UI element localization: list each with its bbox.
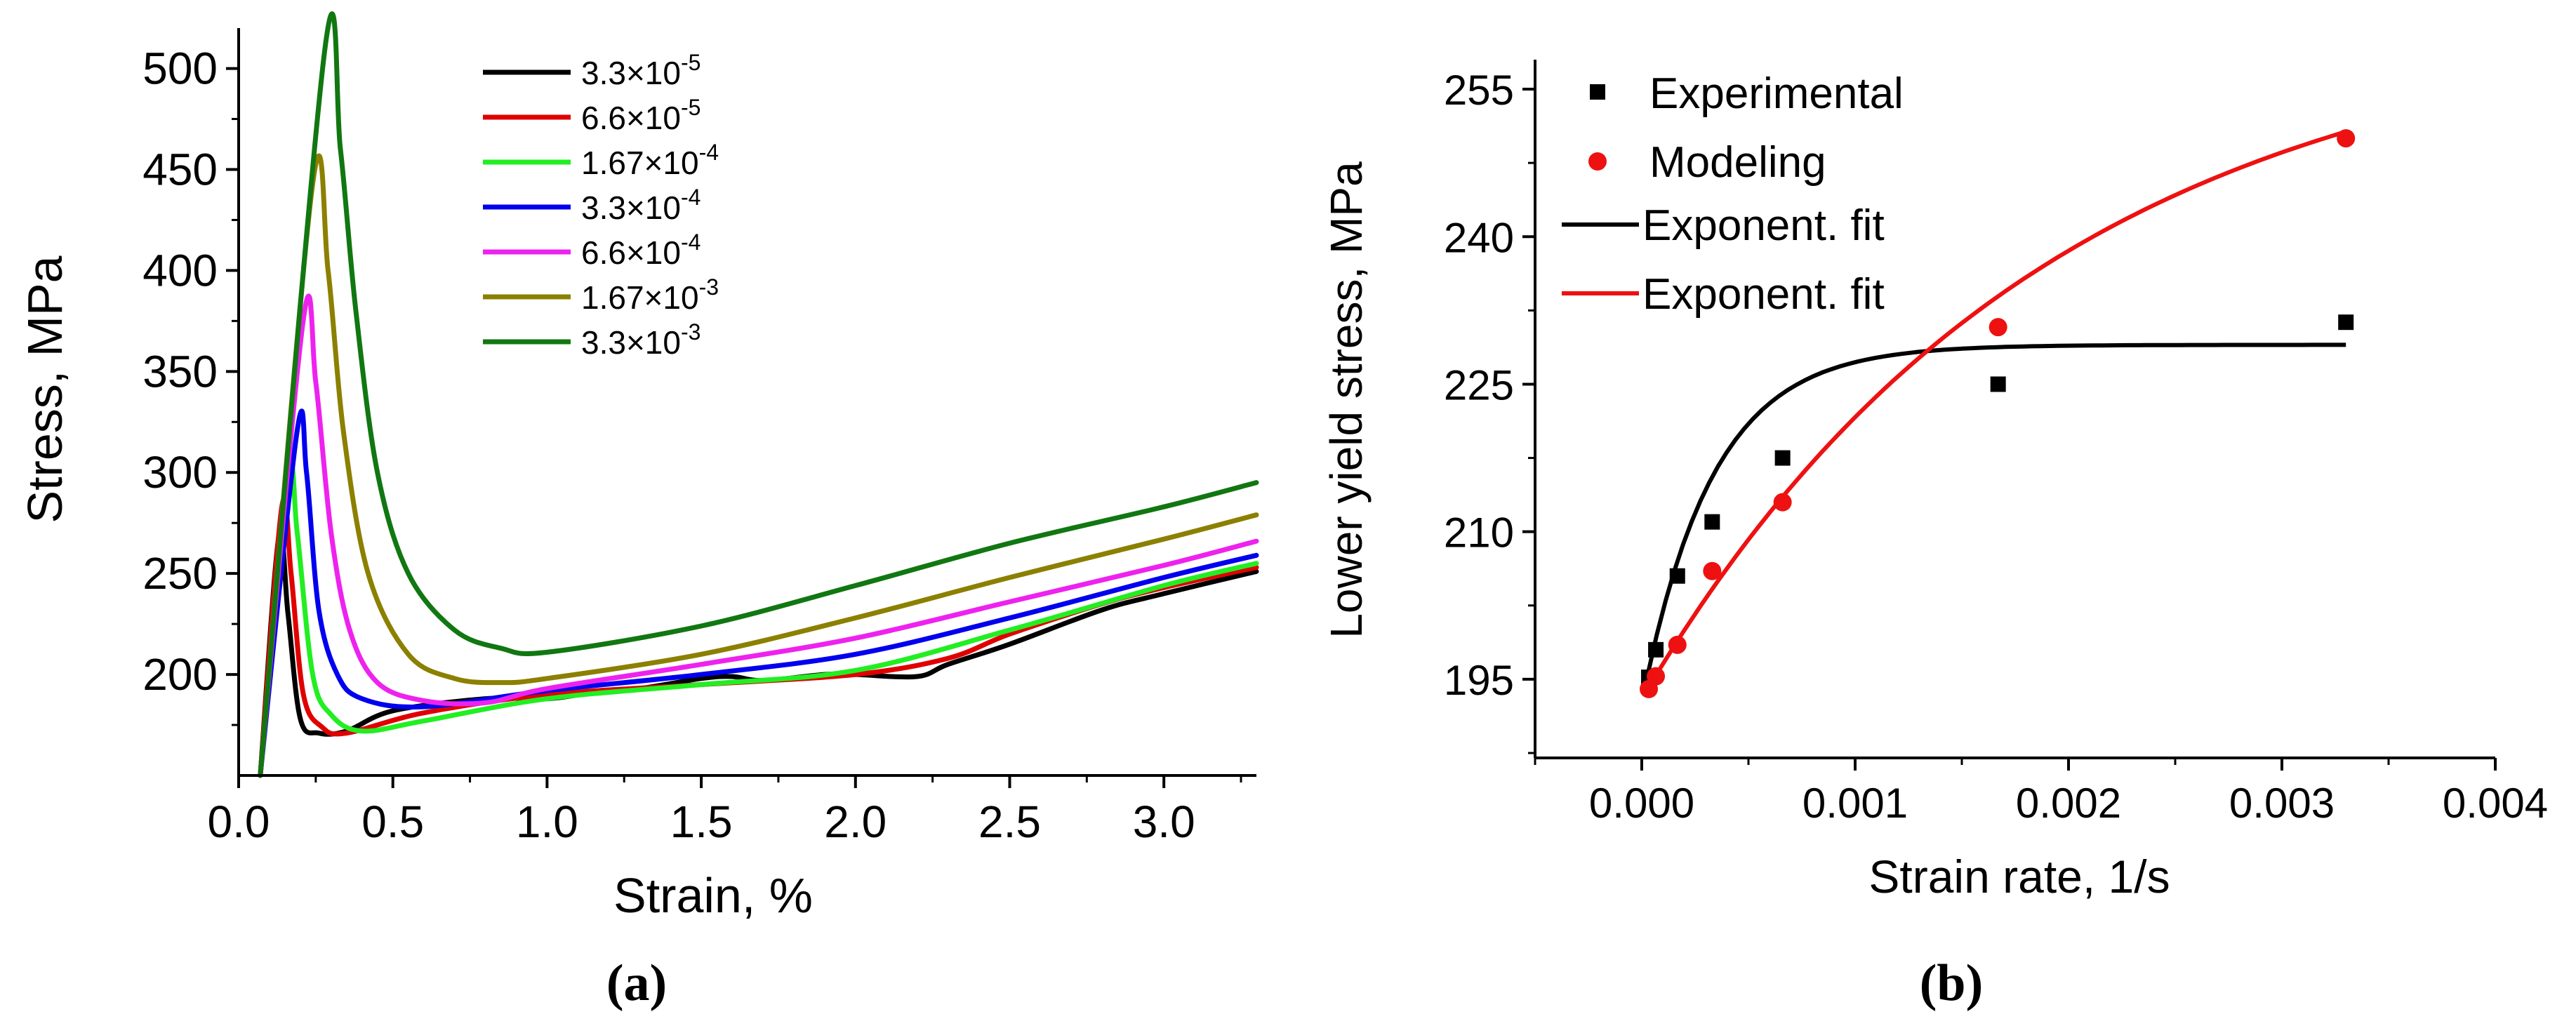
legend-symbol-circle xyxy=(1588,152,1607,171)
x-tick-label: 0.0 xyxy=(208,797,270,847)
series-line-4 xyxy=(258,293,1259,778)
y-tick-label: 450 xyxy=(142,144,218,194)
x-tick-label: 0.004 xyxy=(2443,780,2548,827)
panel-a-series-lines xyxy=(258,11,1259,778)
panel-b-series xyxy=(1640,129,2356,698)
legend-label-4: 6.6×10-4 xyxy=(581,229,701,271)
x-tick-label: 0.001 xyxy=(1802,780,1908,827)
panel-a-x-tick-labels: 0.0 0.5 1.0 1.5 2.0 2.5 3.0 xyxy=(208,797,1195,847)
series-line-5 xyxy=(258,153,1259,778)
y-tick-label: 350 xyxy=(142,346,218,397)
x-tick-label: 0.5 xyxy=(361,797,424,847)
modeling-point xyxy=(1668,635,1687,654)
panel-a-x-axis-label: Strain, % xyxy=(613,868,813,923)
panel-a-label: (a) xyxy=(606,954,667,1012)
legend-label-6: 3.3×10-3 xyxy=(581,319,701,361)
y-tick-label: 210 xyxy=(1444,509,1514,557)
y-tick-label: 500 xyxy=(142,44,218,94)
panel-a-y-axis-label: Stress, MPa xyxy=(18,255,72,523)
panel-b-axis-ticks xyxy=(1522,88,2497,771)
legend-label-2: Exponent. fit xyxy=(1642,201,1885,250)
panel-b-x-axis-label: Strain rate, 1/s xyxy=(1868,851,2170,902)
x-tick-label: 1.0 xyxy=(516,797,578,847)
experimental-point xyxy=(2338,314,2354,331)
panel-b-x-tick-labels: 0.000 0.001 0.002 0.003 0.004 xyxy=(1589,780,2548,827)
x-tick-label: 2.0 xyxy=(824,797,887,847)
panel-b-y-tick-labels: 195 210 225 240 255 xyxy=(1444,67,1514,704)
panel-a-legend: 3.3×10-56.6×10-51.67×10-43.3×10-46.6×10-… xyxy=(483,50,719,361)
x-tick-label: 1.5 xyxy=(670,797,733,847)
legend-label-0: Experimental xyxy=(1649,69,1904,118)
legend-label-0: 3.3×10-5 xyxy=(581,50,701,91)
legend-label-3: Exponent. fit xyxy=(1642,270,1885,319)
legend-symbol-square xyxy=(1590,84,1605,100)
x-tick-label: 0.002 xyxy=(2016,780,2121,827)
modeling-point xyxy=(1989,318,2007,337)
experimental-point xyxy=(1774,450,1791,466)
panel-b-yield-stress-chart: 0.000 0.001 0.002 0.003 0.004 195 210 225 240 25… xyxy=(1321,60,2548,1012)
y-tick-label: 400 xyxy=(142,245,218,295)
modeling-point xyxy=(1703,561,1722,580)
modeling-point xyxy=(2337,129,2356,148)
x-tick-label: 0.003 xyxy=(2229,780,2335,827)
legend-label-3: 3.3×10-4 xyxy=(581,185,701,226)
experimental-point xyxy=(1990,376,2006,392)
modeling-point xyxy=(1647,667,1666,686)
legend-label-2: 1.67×10-4 xyxy=(581,140,719,181)
experimental-point xyxy=(1704,514,1720,530)
panel-b-y-axis-label: Lower yield stress, MPa xyxy=(1321,161,1372,639)
legend-label-1: Modeling xyxy=(1649,138,1826,187)
panel-b-legend: Experimental Modeling Exponent. fit Exponen… xyxy=(1562,69,1904,319)
panel-b-label: (b) xyxy=(1920,954,1983,1012)
x-tick-label: 2.5 xyxy=(978,797,1041,847)
y-tick-label: 250 xyxy=(142,548,218,599)
y-tick-label: 240 xyxy=(1444,214,1514,261)
y-tick-label: 200 xyxy=(142,649,218,700)
modeling-point xyxy=(1773,493,1792,512)
experimental-point xyxy=(1669,568,1685,584)
fit-line-2 xyxy=(1646,342,2346,674)
legend-label-5: 1.67×10-3 xyxy=(581,274,719,316)
y-tick-label: 255 xyxy=(1444,67,1514,114)
legend-label-1: 6.6×10-5 xyxy=(581,95,701,136)
panel-a-stress-strain-chart: 0.0 0.5 1.0 1.5 2.0 2.5 3.0 200 250 300 350 400 450… xyxy=(18,11,1259,1012)
x-tick-label: 0.000 xyxy=(1589,780,1694,827)
y-tick-label: 195 xyxy=(1444,657,1514,704)
x-tick-label: 3.0 xyxy=(1133,797,1195,847)
y-tick-label: 300 xyxy=(142,447,218,498)
series-line-6 xyxy=(258,11,1259,778)
experimental-point xyxy=(1648,641,1664,658)
panel-a-y-tick-labels: 200 250 300 350 400 450 500 xyxy=(142,44,218,700)
fit-line-3 xyxy=(1646,129,2347,690)
y-tick-label: 225 xyxy=(1444,361,1514,408)
